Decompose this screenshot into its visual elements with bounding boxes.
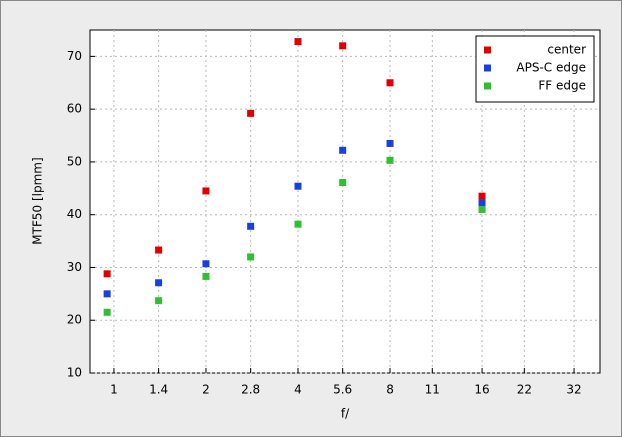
x-tick-label: 32 (566, 383, 581, 397)
point (478, 205, 486, 213)
point (155, 246, 163, 254)
y-tick-label: 60 (67, 102, 82, 116)
y-tick-label: 40 (67, 207, 82, 221)
legend-label: FF edge (538, 79, 586, 93)
x-tick-label: 8 (386, 383, 394, 397)
point (103, 308, 111, 316)
point (294, 220, 302, 228)
y-tick-label: 20 (67, 313, 82, 327)
y-axis-label: MTF50 [lpmm] (31, 157, 45, 244)
x-tick-label: 11 (425, 383, 440, 397)
legend-label: center (547, 43, 586, 57)
point (294, 182, 302, 190)
point (386, 79, 394, 87)
x-tick-label: 22 (517, 383, 532, 397)
point (103, 290, 111, 298)
legend-swatch (484, 46, 491, 54)
x-axis-label: f/ (341, 407, 350, 421)
x-tick-label: 4 (294, 383, 302, 397)
point (478, 199, 486, 207)
y-tick-label: 10 (67, 366, 82, 380)
point (103, 270, 111, 278)
point (247, 253, 255, 261)
point (155, 279, 163, 287)
point (247, 222, 255, 230)
legend-swatch (484, 64, 491, 72)
point (247, 109, 255, 117)
point (202, 260, 210, 268)
point (294, 38, 302, 46)
x-tick-label: 1 (110, 383, 118, 397)
point (339, 146, 347, 154)
point (155, 297, 163, 305)
point (386, 139, 394, 147)
x-tick-label: 2.8 (241, 383, 260, 397)
point (202, 187, 210, 195)
x-tick-label: 16 (474, 383, 489, 397)
legend-box (475, 35, 595, 103)
legend-swatch (484, 82, 491, 90)
legend-label: APS-C edge (516, 61, 586, 75)
y-tick-label: 70 (67, 49, 82, 63)
y-tick-label: 30 (67, 260, 82, 274)
point (339, 42, 347, 50)
point (386, 156, 394, 164)
point (339, 179, 347, 187)
point (478, 192, 486, 200)
point (202, 272, 210, 280)
y-tick-label: 50 (67, 154, 82, 168)
x-tick-label: 2 (202, 383, 210, 397)
x-tick-label: 5.6 (333, 383, 352, 397)
x-tick-label: 1.4 (149, 383, 168, 397)
